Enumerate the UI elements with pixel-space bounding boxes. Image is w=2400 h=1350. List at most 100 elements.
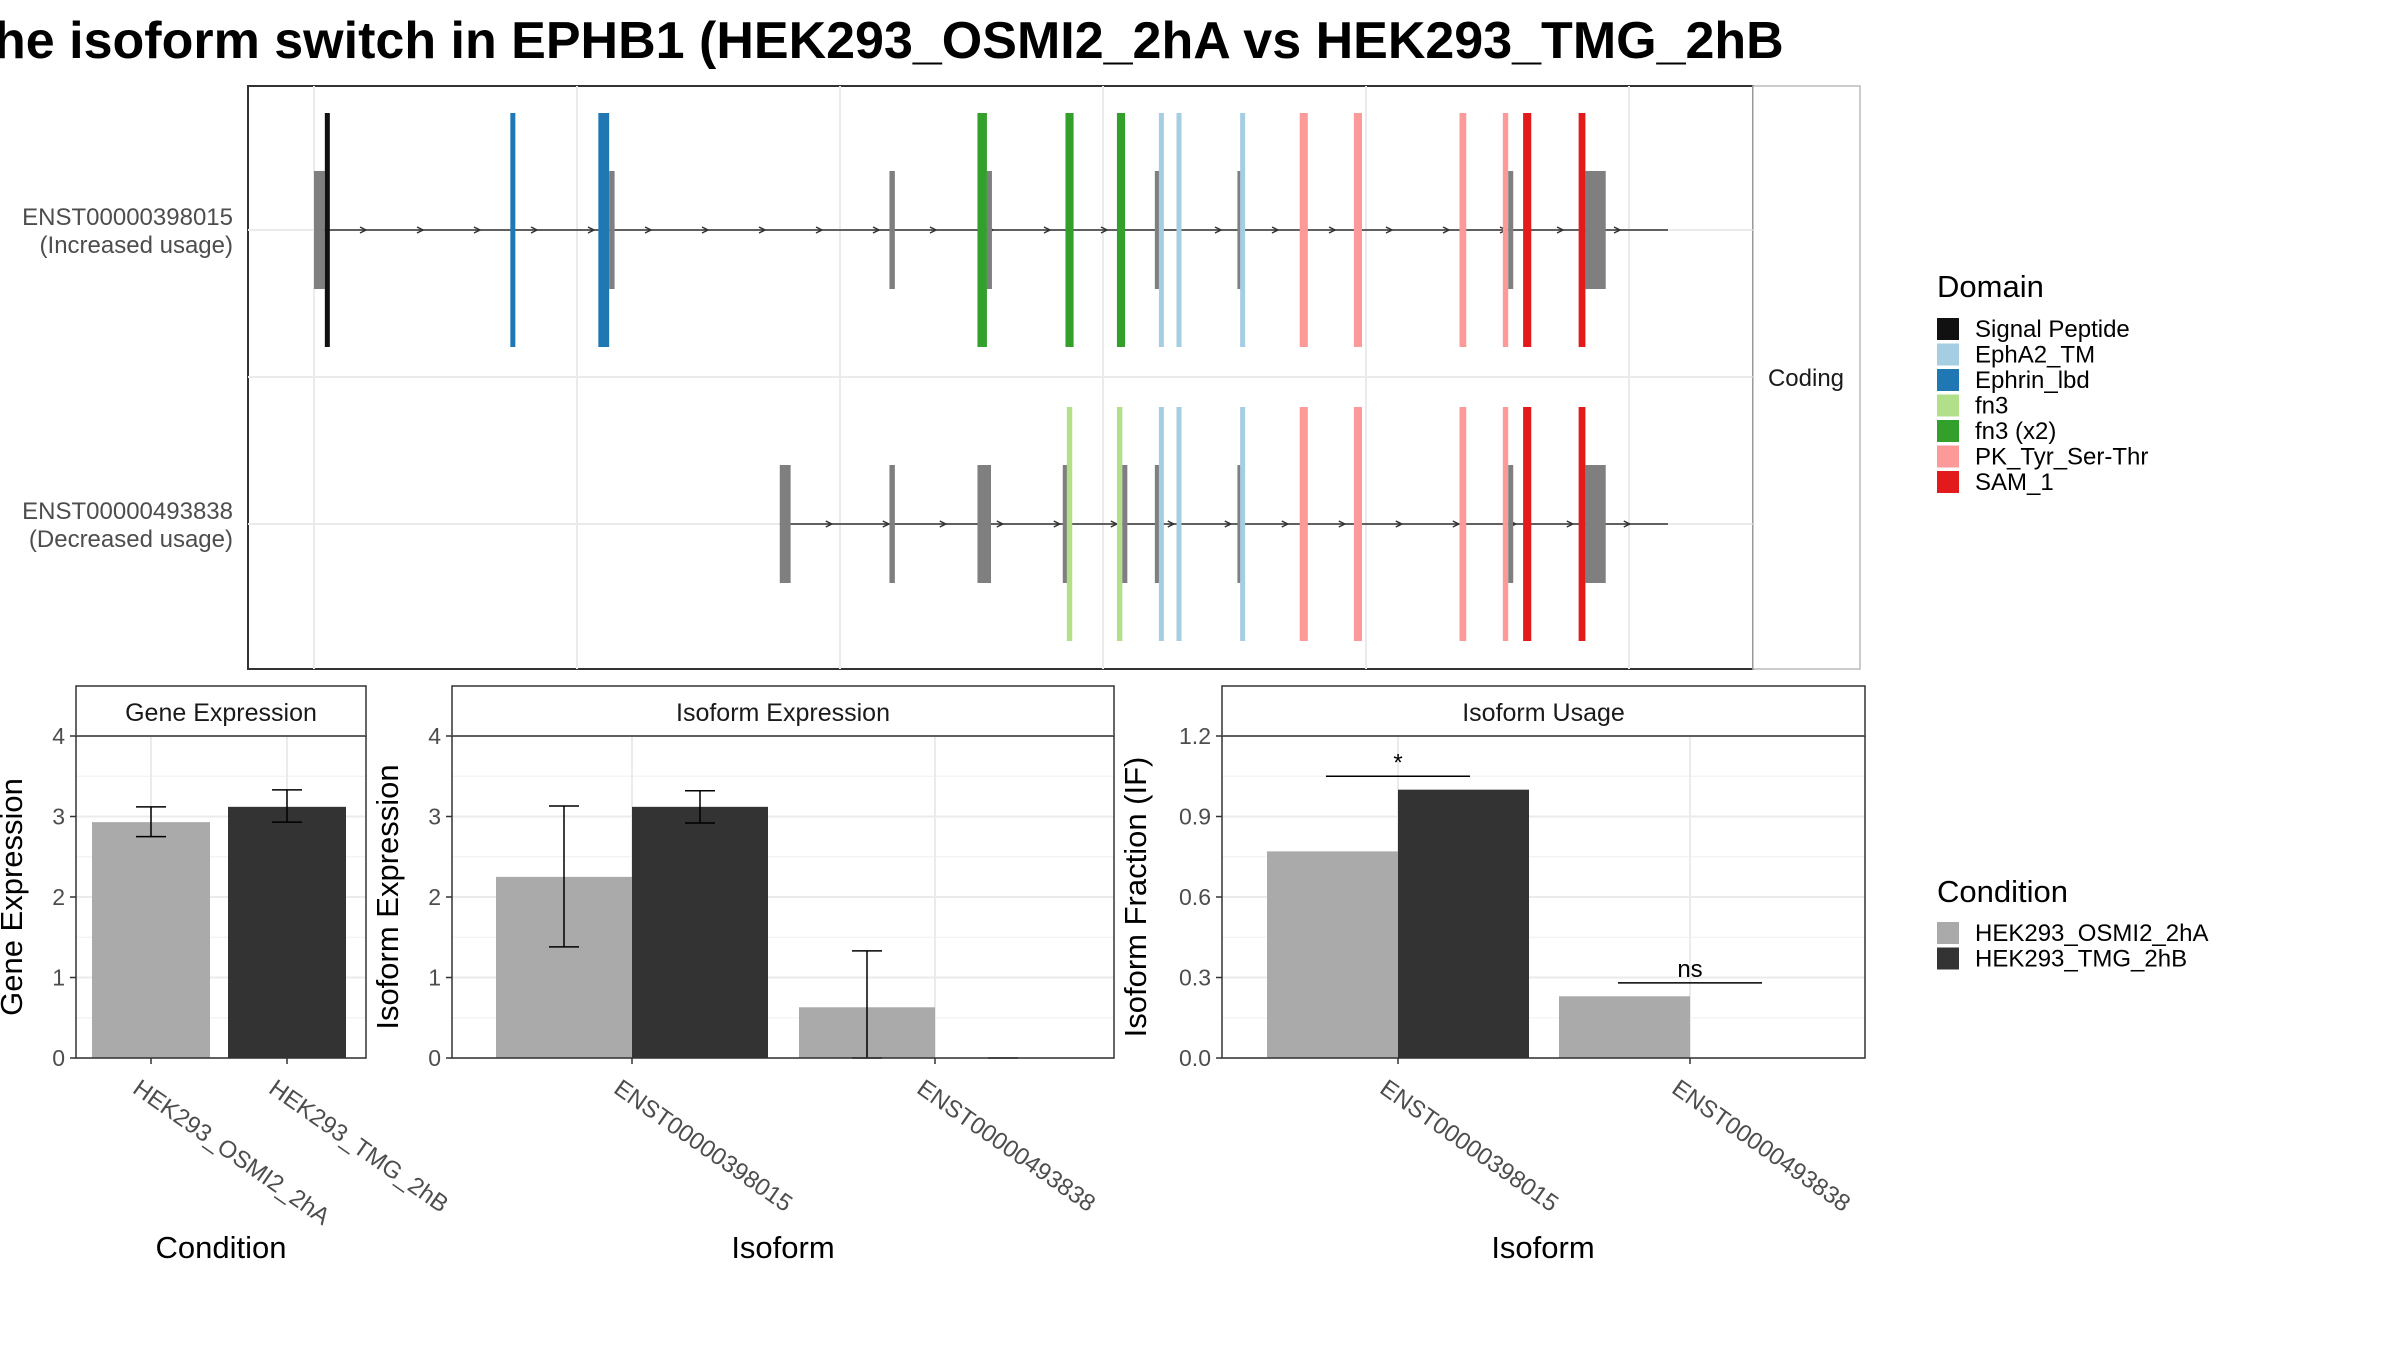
domain-legend-key (1937, 420, 1959, 442)
domain-legend-label: EphA2_TM (1975, 342, 2095, 369)
panel1-y-tick-label: 2 (52, 884, 65, 910)
strand-arrow (587, 226, 596, 234)
transcript-label-1: ENST00000398015 (22, 204, 233, 231)
exon-block-2-7 (1154, 465, 1160, 583)
domain-legend-label: fn3 (x2) (1975, 418, 2056, 445)
panel3-x-axis-label: Isoform (1491, 1230, 1594, 1265)
domain-block-1-3 (598, 113, 610, 347)
strand-arrow (929, 226, 938, 234)
domain-block-2-13 (1353, 407, 1362, 641)
panel3-y-tick-label: 0.9 (1179, 804, 1211, 830)
strand-arrow (1214, 226, 1223, 234)
domain-block-2-8 (1158, 407, 1164, 641)
exon-block-1-5 (889, 171, 895, 289)
exon-block-2-6 (1122, 465, 1128, 583)
domain-block-1-9 (1116, 113, 1126, 347)
panel3-y-tick-label: 0.3 (1179, 965, 1211, 991)
domain-block-2-18 (1578, 407, 1586, 641)
domain-legend-key (1937, 343, 1959, 366)
panel2-x-axis-label: Isoform (731, 1230, 834, 1265)
strand-arrow (996, 520, 1005, 528)
domain-block-1-1 (324, 113, 330, 347)
strand-arrow (530, 226, 539, 234)
exon-block-1-13 (1237, 171, 1243, 289)
panel2-y-axis-label: Isoform Expression (370, 764, 405, 1029)
strand-arrow (416, 226, 425, 234)
condition-legend-label: HEK293_OSMI2_2hA (1975, 920, 2208, 947)
structure-panel: Coding ENST00000398015 (Increased usage)… (22, 85, 1861, 670)
panel3-y-tick-label: 0.0 (1179, 1045, 1211, 1071)
domain-block-2-14 (1459, 407, 1467, 641)
domain-block-2-11 (1240, 407, 1246, 641)
exon-block-1-22 (1585, 171, 1606, 289)
domain-block-1-8 (1065, 113, 1074, 347)
exon-block-2-10 (1237, 465, 1243, 583)
panel3-x-tick-label: ENST00000398015 (1375, 1075, 1563, 1218)
strand-arrow (473, 226, 482, 234)
domain-legend-key (1937, 445, 1959, 468)
strand-arrow (872, 226, 881, 234)
strand-arrow (1281, 520, 1290, 528)
exon-block-2-0 (779, 465, 791, 583)
domain-legend-label: SAM_1 (1975, 469, 2054, 496)
domain-block-2-17 (1523, 407, 1532, 641)
exon-block-2-3 (1062, 465, 1068, 583)
exon-block-2-1 (889, 465, 895, 583)
domain-legend-key (1937, 471, 1959, 493)
domain-block-1-18 (1502, 113, 1509, 347)
transcript-label-2: ENST00000493838 (22, 498, 233, 525)
panel3-plot-frame (1221, 735, 1866, 1059)
domain-block-1-2 (510, 113, 516, 347)
domain-legend-key (1937, 394, 1959, 417)
domain-block-2-5 (1116, 407, 1123, 641)
panel3-bar (1559, 996, 1690, 1058)
panel3-x-tick-label: ENST00000493838 (1667, 1075, 1855, 1218)
domain-block-2-12 (1299, 407, 1308, 641)
domain-block-2-4 (1066, 407, 1073, 641)
domain-block-1-16 (1353, 113, 1362, 347)
strand-arrow (1328, 226, 1337, 234)
condition-legend-key (1937, 947, 1959, 970)
panel3-y-tick-label: 1.2 (1179, 723, 1211, 749)
panel2-y-tick-label: 0 (428, 1045, 441, 1071)
panel3-title-strip (1221, 685, 1866, 737)
strand-arrow (1566, 520, 1575, 528)
coding-strip-label: Coding (1768, 365, 1844, 392)
panel1-y-tick-label: 1 (52, 965, 65, 991)
figure-title: he isoform switch in EPHB1 (HEK293_OSMI2… (0, 12, 1784, 70)
panel2-y-tick-label: 3 (428, 804, 441, 830)
panel1-title-strip (75, 685, 367, 737)
strand-arrow (939, 520, 948, 528)
strand-arrow (1167, 520, 1176, 528)
strand-arrow (815, 226, 824, 234)
exon-block-2-16 (1508, 465, 1514, 583)
isoform-expression-panel: Isoform Expression 0 1 2 3 4 ENST00000398015 EN… (370, 685, 1115, 1265)
panel2-plot-frame (451, 735, 1115, 1059)
domain-block-2-9 (1176, 407, 1182, 641)
domain-legend-label: Signal Peptide (1975, 316, 2130, 343)
panel3-significance-label: * (1393, 749, 1402, 776)
domain-block-1-21 (1578, 113, 1586, 347)
panel3-panel-title: Isoform Usage (1462, 699, 1625, 727)
exon-block-2-2 (977, 465, 991, 583)
strand-arrow (1043, 226, 1052, 234)
strand-arrow (1338, 520, 1347, 528)
coding-strip (1752, 85, 1861, 670)
domain-legend-key (1937, 369, 1959, 391)
strand-arrow (1556, 226, 1565, 234)
isoform-usage-panel: Isoform Usage 0.0 0.3 0.6 0.9 1.2 * ns ENST00000… (1118, 685, 1866, 1265)
strand-arrow (644, 226, 653, 234)
domain-legend-label: Ephrin_lbd (1975, 367, 2090, 394)
condition-legend-title: Condition (1937, 874, 2068, 909)
exon-block-1-4 (609, 171, 615, 289)
transcript-sublabel-1: (Increased usage) (40, 232, 233, 259)
panel1-bar (92, 822, 210, 1058)
strand-arrow (1395, 520, 1404, 528)
strand-arrow (1385, 226, 1394, 234)
domain-block-1-12 (1176, 113, 1182, 347)
domain-block-1-6 (977, 113, 987, 347)
strand-arrow (1442, 226, 1451, 234)
panel1-y-tick-label: 3 (52, 804, 65, 830)
